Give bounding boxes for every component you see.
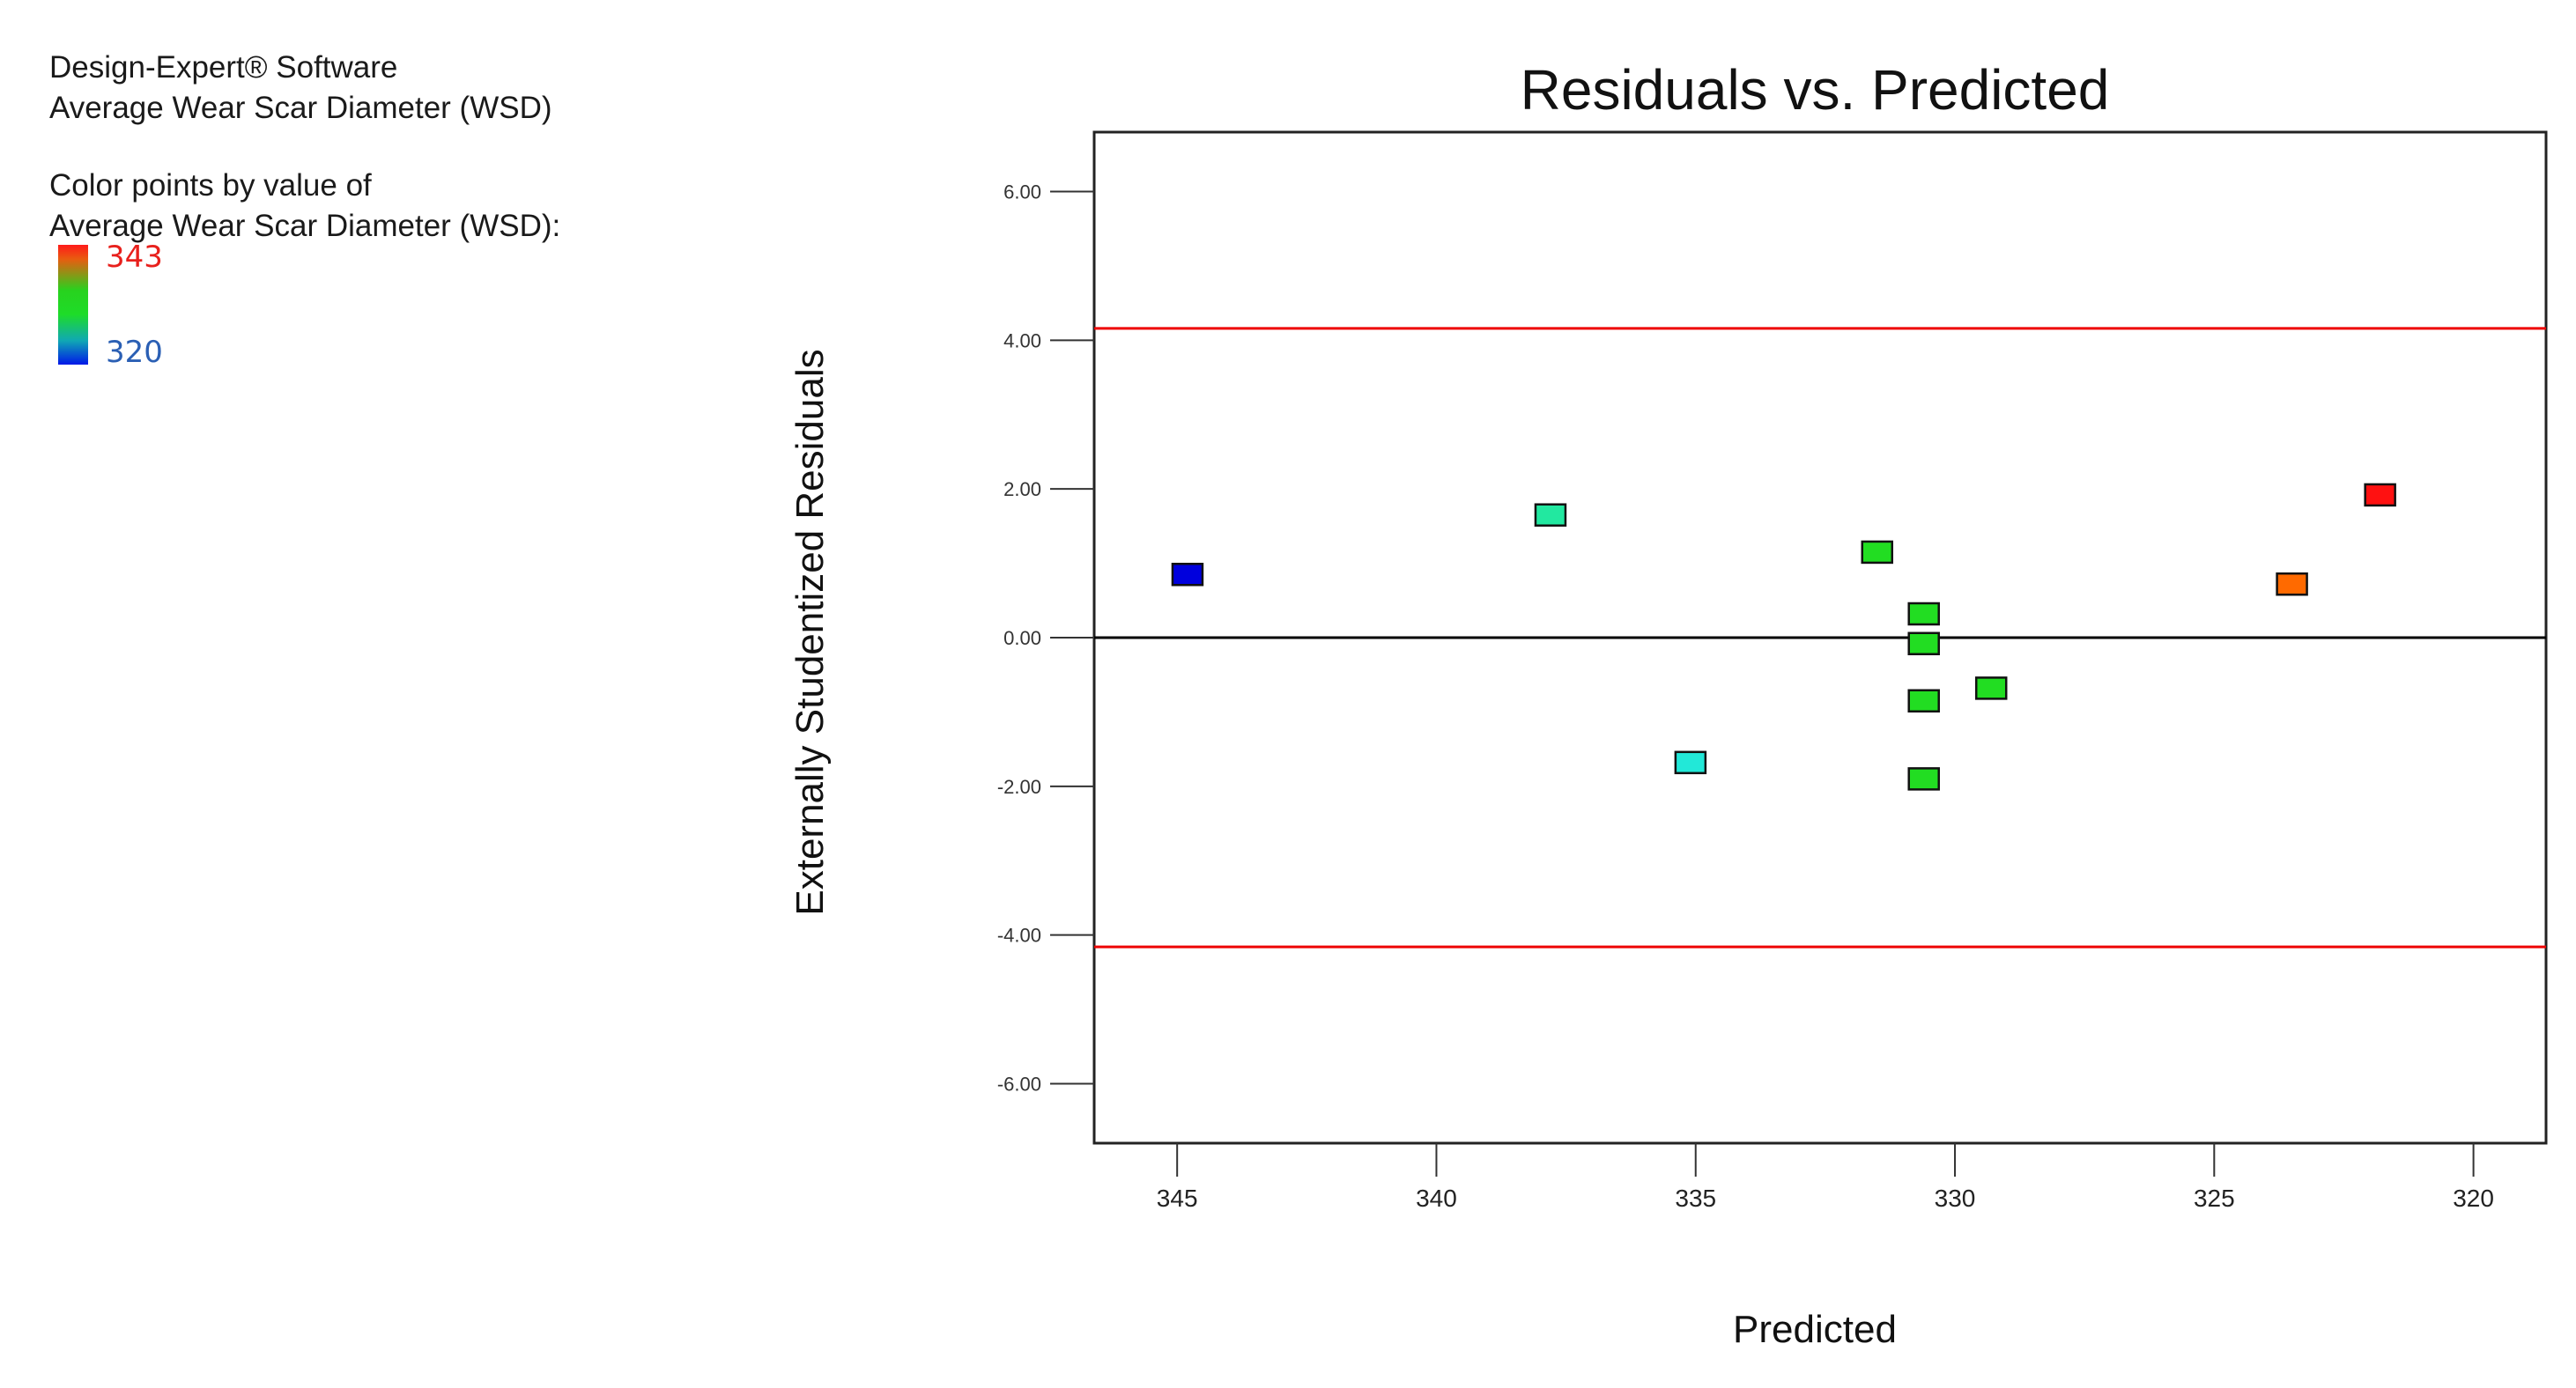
y-axis-ticks: 6.00 4.00 2.00 0.00 -2.00 -4.00 -6.00 [997, 181, 1094, 1095]
color-by-response: Average Wear Scar Diameter (WSD): [49, 209, 561, 243]
y-tick-label: 2.00 [1003, 478, 1041, 500]
y-axis-label: Externally Studentized Residuals [788, 349, 832, 915]
reference-lines [1094, 327, 2546, 949]
y-tick-label: 6.00 [1003, 181, 1041, 203]
y-tick-label: -4.00 [997, 925, 1041, 947]
y-tick-label: 0.00 [1003, 627, 1041, 649]
data-point [1861, 540, 1893, 565]
color-by-label: Color points by value of [49, 168, 372, 203]
color-scale-min-label: 320 [106, 335, 163, 370]
data-point [1674, 750, 1707, 775]
y-tick-label: -2.00 [997, 776, 1041, 798]
y-tick-label: -6.00 [997, 1073, 1041, 1095]
color-scale-max-label: 343 [106, 240, 163, 275]
y-tick-label: 4.00 [1003, 329, 1041, 351]
chart-title: Residuals vs. Predicted [1521, 58, 2110, 122]
data-point [1974, 676, 2008, 700]
x-tick-label: 320 [2453, 1185, 2494, 1212]
x-tick-label: 345 [1157, 1185, 1198, 1212]
software-name: Design-Expert® Software [49, 50, 398, 85]
x-axis-label: Predicted [1733, 1308, 1897, 1351]
x-tick-label: 340 [1416, 1185, 1457, 1212]
x-tick-label: 335 [1675, 1185, 1716, 1212]
data-point [1171, 563, 1204, 587]
data-point [1907, 689, 1940, 712]
x-axis-ticks: 345 340 335 330 325 320 [1157, 1143, 2494, 1212]
response-name: Average Wear Scar Diameter (WSD) [49, 91, 552, 125]
info-panel: Design-Expert® Software Average Wear Sca… [49, 48, 560, 247]
color-scale-legend [58, 245, 88, 365]
data-points [1171, 483, 2396, 791]
data-point [1907, 767, 1940, 791]
color-scale-bar [58, 245, 88, 365]
data-point [2364, 483, 2396, 507]
x-tick-label: 330 [1935, 1185, 1976, 1212]
data-point [1907, 602, 1940, 626]
x-tick-label: 325 [2194, 1185, 2235, 1212]
data-point [2276, 572, 2308, 596]
data-point [1534, 503, 1567, 527]
data-point [1907, 631, 1940, 656]
